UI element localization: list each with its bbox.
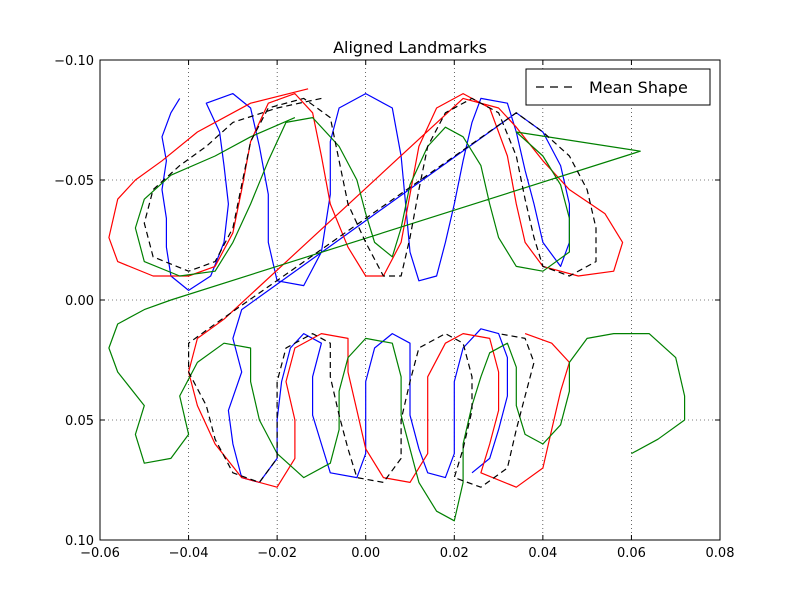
- grid-lines: [100, 60, 720, 540]
- x-tick-label: 0.08: [706, 546, 735, 561]
- legend-label-mean-shape: Mean Shape: [589, 78, 688, 97]
- x-tick-label: 0.06: [617, 546, 646, 561]
- y-tick-label: −0.10: [54, 54, 94, 69]
- y-tick-label: 0.05: [65, 414, 94, 429]
- axis-ticks: −0.06 −0.04 −0.02 0.00 0.02 0.04 0.06 0.08 −0.10…: [54, 54, 734, 561]
- x-tick-label: 0.04: [528, 546, 557, 561]
- y-tick-label: 0.10: [65, 534, 94, 549]
- series-line-2: [108, 116, 686, 522]
- x-tick-label: −0.06: [80, 546, 120, 561]
- series-group: [108, 88, 686, 522]
- x-tick-label: 0.02: [440, 546, 469, 561]
- legend: Mean Shape: [525, 68, 711, 106]
- y-tick-label: 0.00: [65, 294, 94, 309]
- chart-title: Aligned Landmarks: [333, 38, 487, 57]
- x-tick-label: −0.04: [169, 546, 209, 561]
- x-tick-label: −0.02: [257, 546, 297, 561]
- y-tick-label: −0.05: [54, 174, 94, 189]
- x-tick-label: 0.00: [351, 546, 380, 561]
